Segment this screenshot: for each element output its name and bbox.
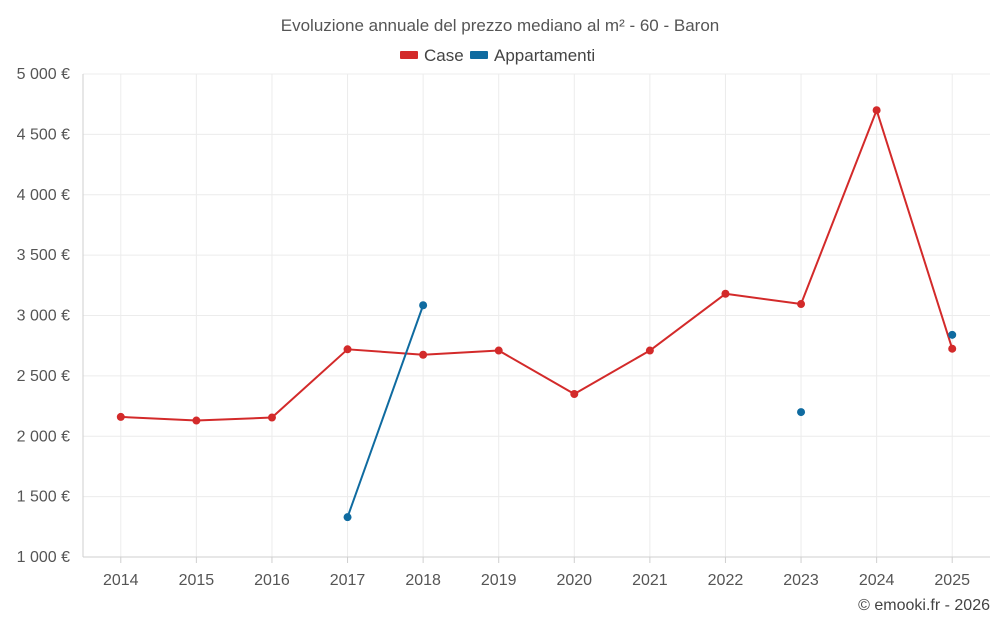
x-tick-label: 2020	[556, 572, 592, 589]
x-tick-label: 2024	[859, 572, 895, 589]
legend-label-case: Case	[424, 46, 464, 65]
y-tick-label: 3 500 €	[17, 247, 70, 264]
data-point-case	[645, 346, 654, 355]
y-tick-label: 4 000 €	[17, 187, 70, 204]
series-line-appartamenti	[346, 304, 425, 518]
data-point-case	[721, 289, 730, 298]
x-tick-label: 2017	[330, 572, 366, 589]
legend-item-case: Case	[400, 46, 464, 65]
x-tick-label: 2015	[179, 572, 215, 589]
series-case	[116, 106, 957, 425]
data-point-appartamenti	[419, 301, 428, 310]
legend-label-appartamenti: Appartamenti	[494, 46, 595, 65]
y-tick-label: 1 500 €	[17, 489, 70, 506]
legend-swatch-appartamenti	[470, 51, 488, 59]
legend-item-appartamenti: Appartamenti	[470, 46, 595, 65]
y-tick-label: 2 000 €	[17, 428, 70, 445]
y-tick-label: 1 000 €	[17, 549, 70, 566]
x-tick-label: 2021	[632, 572, 668, 589]
y-tick-label: 2 500 €	[17, 368, 70, 385]
y-tick-label: 4 500 €	[17, 126, 70, 143]
data-point-case	[494, 346, 503, 355]
x-tick-label: 2018	[405, 572, 441, 589]
data-point-appartamenti	[343, 513, 352, 522]
credit-text: © emooki.fr - 2026	[858, 597, 990, 614]
x-tick-label: 2019	[481, 572, 517, 589]
axes: 1 000 € 1 500 € 2 000 € 2 500 € 3 000 € 3 500…	[17, 66, 990, 589]
x-tick-label: 2014	[103, 572, 139, 589]
legend: Case Appartamenti	[400, 46, 595, 65]
y-tick-label: 5 000 €	[17, 66, 70, 83]
data-point-appartamenti	[797, 408, 806, 417]
data-point-case	[267, 413, 276, 422]
data-point-case	[797, 300, 806, 309]
series-appartamenti	[343, 301, 957, 522]
data-point-case	[192, 416, 201, 425]
x-tick-label: 2022	[708, 572, 744, 589]
grid	[83, 73, 990, 558]
x-tick-label: 2023	[783, 572, 819, 589]
data-point-case	[872, 106, 881, 115]
series-line-case	[120, 109, 954, 422]
data-point-case	[570, 389, 579, 398]
data-point-case	[948, 344, 957, 353]
series	[116, 106, 957, 522]
y-tick-label: 3 000 €	[17, 308, 70, 325]
data-point-case	[419, 350, 428, 359]
legend-swatch-case	[400, 51, 418, 59]
x-tick-label: 2025	[934, 572, 970, 589]
chart-title: Evoluzione annuale del prezzo mediano al…	[281, 16, 719, 35]
data-point-case	[343, 345, 352, 354]
data-point-case	[116, 412, 125, 421]
x-tick-label: 2016	[254, 572, 290, 589]
data-point-appartamenti	[948, 330, 957, 339]
